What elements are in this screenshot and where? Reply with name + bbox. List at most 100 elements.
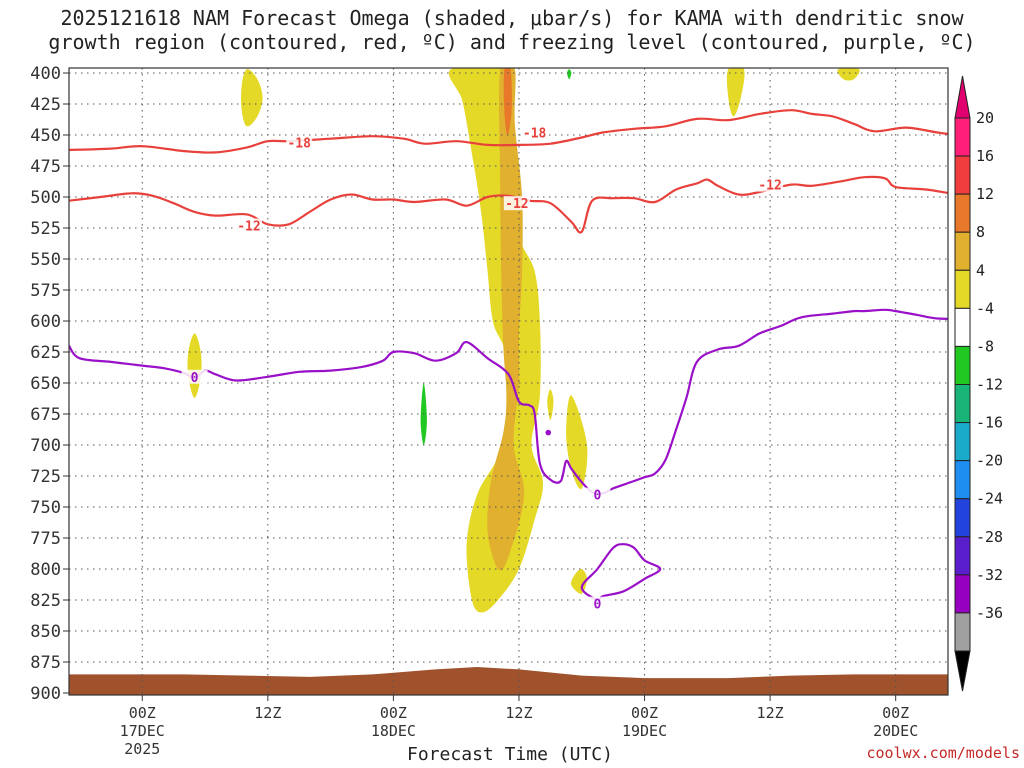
plot-frame (68, 67, 949, 696)
x-tick-label-72-1: 20DEC (873, 722, 918, 740)
y-tick-label-825: 825 (30, 591, 61, 611)
colorbar-band-4 (954, 269, 971, 309)
y-tick-label-850: 850 (30, 622, 61, 642)
contour-label-bg-1-1 (503, 196, 530, 211)
contour-0 (69, 109, 948, 154)
omega-shading (187, 68, 1006, 613)
y-tick-label-425: 425 (30, 95, 61, 115)
omega-region-0 (241, 69, 263, 127)
contour-label-2-1: 0 (594, 489, 602, 504)
x-tick-label-12-0: 12Z (254, 704, 281, 722)
x-tick-label-72-0: 00Z (882, 704, 909, 722)
colorbar-label-6: -8 (976, 337, 994, 355)
y-tick-label-900: 900 (30, 684, 61, 704)
title-line-2: growth region (contoured, red, ºC) and f… (48, 30, 976, 54)
y-tick-label-800: 800 (30, 560, 61, 580)
colorbar-label-13: -36 (976, 604, 1003, 622)
x-tick-label-60-0: 12Z (757, 704, 784, 722)
y-tick-label-750: 750 (30, 498, 61, 518)
x-tick-label-24-0: 00Z (380, 704, 407, 722)
colorbar-label-7: -12 (976, 376, 1003, 394)
omega-region-7 (837, 68, 860, 81)
x-tick-label-0-2: 2025 (124, 740, 160, 758)
colorbar-band-1 (954, 155, 971, 195)
y-tick-label-475: 475 (30, 157, 61, 177)
colorbar-label-12: -32 (976, 566, 1003, 584)
colorbar-label-3: 8 (976, 223, 985, 241)
contour-label-bg-3-0 (584, 596, 611, 611)
contour-label-2-0: 0 (191, 371, 199, 386)
y-tick-label-625: 625 (30, 343, 61, 363)
y-tick-label-675: 675 (30, 405, 61, 425)
contour-1 (69, 175, 948, 234)
contour-label-1-2: -12 (758, 179, 781, 194)
contour-lines (69, 109, 948, 602)
x-tick-label-36-0: 12Z (505, 704, 532, 722)
colorbar-band-2 (954, 193, 971, 233)
omega-region-10 (487, 68, 525, 571)
credit-text: coolwx.com/models (866, 744, 1020, 762)
omega-region-1 (187, 333, 202, 398)
x-tick-label-48-1: 19DEC (622, 722, 667, 740)
y-tick-label-400: 400 (30, 64, 61, 84)
colorbar-bottom-arrow (954, 650, 971, 692)
omega-region-5 (570, 568, 587, 594)
colorbar-label-2: 12 (976, 185, 994, 203)
x-tick-label-48-0: 00Z (631, 704, 658, 722)
colorbar-label-4: 4 (976, 261, 985, 279)
y-tick-label-775: 775 (30, 529, 61, 549)
colorbar-label-11: -28 (976, 528, 1003, 546)
terrain-layer (69, 667, 948, 695)
x-axis-label: Forecast Time (UTC) (407, 744, 613, 765)
contour-label-bg-2-1 (584, 487, 611, 502)
contour-label-bg-1-2 (757, 177, 784, 192)
omega-region-13 (567, 69, 572, 80)
colorbar-band-8 (954, 422, 971, 462)
contour-label-0-0: -18 (287, 136, 311, 151)
grid-lines (69, 68, 948, 695)
y-tick-label-550: 550 (30, 250, 61, 270)
terrain-shape (69, 667, 948, 695)
colorbar-band-12 (954, 574, 971, 614)
colorbar-label-5: -4 (976, 299, 994, 317)
omega-region-11 (503, 68, 512, 135)
omega-region-8 (1000, 70, 1006, 75)
x-tick-label-24-1: 18DEC (371, 722, 416, 740)
colorbar-band-13 (954, 612, 971, 652)
contour-label-bg-2-0 (181, 369, 208, 384)
x-tick-label-0-1: 17DEC (120, 722, 165, 740)
colorbar-band-0 (954, 117, 971, 157)
colorbar-band-11 (954, 536, 971, 576)
contour-2 (69, 308, 948, 495)
colorbar-label-0: 20 (976, 109, 994, 127)
colorbar-label-8: -16 (976, 414, 1003, 432)
omega-region-6 (726, 68, 745, 117)
colorbar-band-7 (954, 384, 971, 424)
y-tick-label-575: 575 (30, 281, 61, 301)
y-tick-label-500: 500 (30, 188, 61, 208)
contour-label-1-0: -12 (237, 220, 260, 235)
colorbar-band-10 (954, 498, 971, 538)
colorbar-label-9: -20 (976, 452, 1003, 470)
y-tick-label-525: 525 (30, 219, 61, 239)
omega-region-4 (566, 395, 588, 490)
colorbar-band-9 (954, 460, 971, 500)
colorbar: 20 16 12 8 4 -4 -8 -12 -16 -20 -24 -28 -32 -36 (954, 75, 1003, 692)
contour-3 (580, 543, 662, 602)
freezing-point-mark-0 (545, 429, 552, 436)
y-tick-label-450: 450 (30, 126, 61, 146)
omega-region-3 (547, 389, 554, 421)
contour-labels: -18 -18 -12 -12 -12 0 0 0 (181, 125, 784, 613)
colorbar-band-5 (954, 307, 971, 347)
contour-label-3-0: 0 (594, 598, 602, 613)
y-tick-label-700: 700 (30, 436, 61, 456)
chart-title: 2025121618 NAM Forecast Omega (shaded, μ… (0, 6, 1024, 54)
contour-label-bg-0-1 (521, 125, 548, 140)
y-tick-label-600: 600 (30, 312, 61, 332)
colorbar-band-3 (954, 231, 971, 271)
contour-label-1-1: -12 (505, 197, 528, 212)
x-tick-label-0-0: 00Z (129, 704, 156, 722)
y-tick-label-875: 875 (30, 653, 61, 673)
